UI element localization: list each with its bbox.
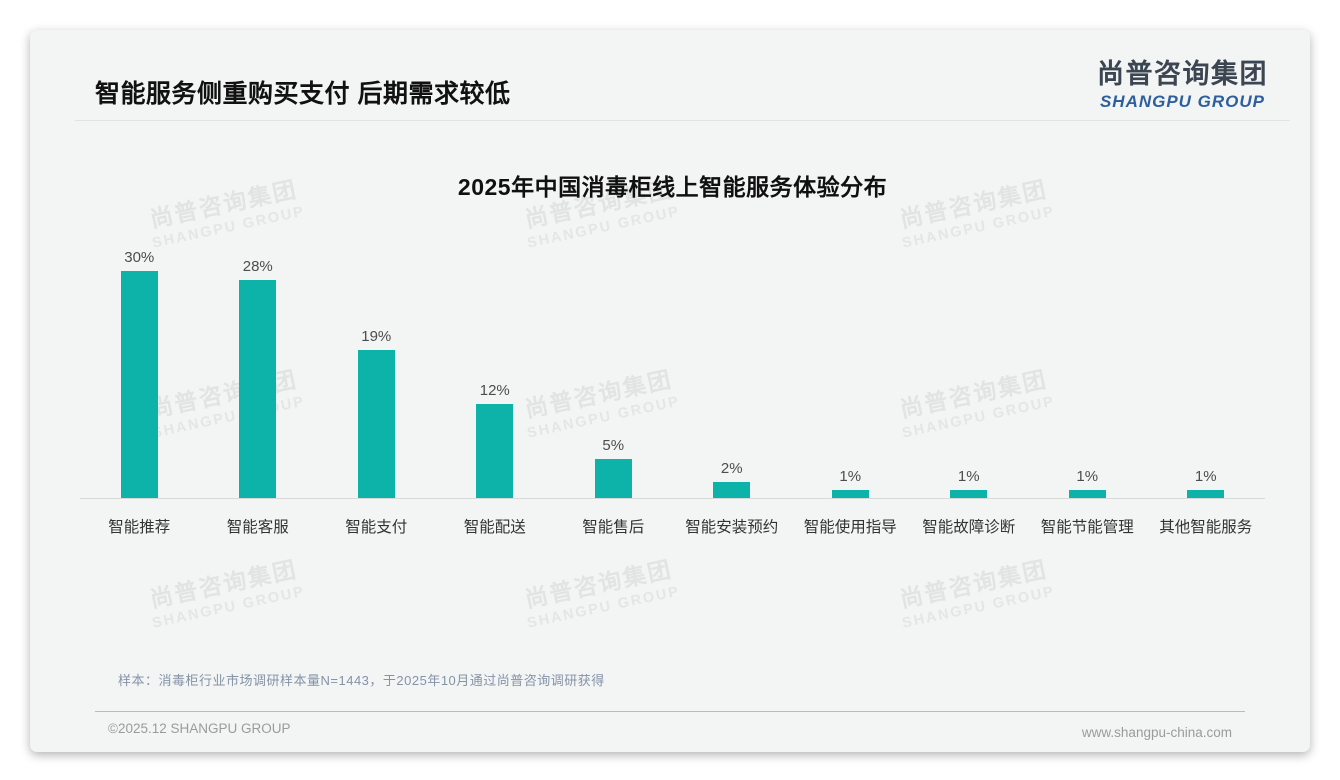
- bar-slot: 19%: [317, 249, 436, 498]
- bar-slot: 30%: [80, 249, 199, 498]
- bar: [1187, 490, 1225, 498]
- sample-note: 样本：消毒柜行业市场调研样本量N=1443，于2025年10月通过尚普咨询调研获…: [118, 673, 605, 688]
- category-label: 智能配送: [463, 519, 526, 536]
- category-label: 智能安装预约: [685, 519, 779, 536]
- category-label: 智能支付: [345, 519, 408, 536]
- watermark-english-text: SHANGPU GROUP: [525, 583, 682, 632]
- bar-value-label: 2%: [720, 460, 743, 477]
- bar-slot: 1%: [1147, 249, 1266, 498]
- page-title: 智能服务侧重购买支付 后期需求较低: [95, 80, 511, 108]
- bar-slot: 1%: [1028, 249, 1147, 498]
- watermark-english-text: SHANGPU GROUP: [150, 583, 307, 632]
- watermark-chinese-text: 尚普咨询集团: [522, 555, 675, 613]
- bar-value-label: 12%: [479, 382, 510, 399]
- bar-value-label: 1%: [839, 468, 862, 485]
- watermark: 尚普咨询集团 SHANGPU GROUP: [882, 547, 1069, 634]
- bar-slot: 2%: [673, 249, 792, 498]
- bar: [831, 490, 869, 498]
- slide-card: 尚普咨询集团 SHANGPU GROUP 尚普咨询集团 SHANGPU GROUP 尚普…: [30, 30, 1310, 752]
- bar-value-label: 1%: [957, 468, 980, 485]
- bar: [239, 280, 277, 498]
- bar-slot: 1%: [791, 249, 910, 498]
- bar-value-label: 1%: [1194, 468, 1217, 485]
- bar: [476, 404, 514, 498]
- bar-value-label: 19%: [361, 328, 392, 345]
- category-label: 智能使用指导: [803, 519, 897, 536]
- watermark-chinese-text: 尚普咨询集团: [147, 555, 300, 613]
- bar: [950, 490, 988, 498]
- bar-chart: 2025年中国消毒柜线上智能服务体验分布 30% 28% 19% 12% 5% 2% 1% 1…: [80, 168, 1265, 537]
- bar: [1068, 490, 1106, 498]
- category-label: 智能节能管理: [1040, 519, 1134, 536]
- bar-slot: 1%: [910, 249, 1029, 498]
- category-label: 智能故障诊断: [922, 519, 1016, 536]
- chart-category-axis: 智能推荐 智能客服 智能支付 智能配送 智能售后 智能安装预约 智能使用指导 智能故障诊断 智能…: [80, 515, 1265, 537]
- category-label: 智能客服: [226, 519, 289, 536]
- bar: [120, 271, 158, 498]
- bar-slot: 28%: [199, 249, 318, 498]
- bar-value-label: 28%: [242, 258, 273, 275]
- bar-value-label: 30%: [124, 249, 155, 266]
- copyright-text: ©2025.12 SHANGPU GROUP: [108, 721, 291, 736]
- company-logo: 尚普咨询集团 SHANGPU GROUP: [1097, 52, 1268, 112]
- category-label: 智能售后: [582, 519, 645, 536]
- chart-title: 2025年中国消毒柜线上智能服务体验分布: [457, 174, 888, 200]
- header-divider: [75, 120, 1290, 121]
- watermark-chinese-text: 尚普咨询集团: [897, 555, 1050, 613]
- website-url: www.shangpu-china.com: [1081, 725, 1232, 740]
- chart-plot-area: 30% 28% 19% 12% 5% 2% 1% 1% 1% 1%: [80, 249, 1265, 499]
- logo-chinese-text: 尚普咨询集团: [1097, 59, 1268, 89]
- category-label: 其他智能服务: [1159, 519, 1253, 536]
- category-label: 智能推荐: [108, 519, 171, 536]
- bar: [713, 482, 751, 498]
- bar: [594, 459, 632, 498]
- logo-english-text: SHANGPU GROUP: [1099, 92, 1266, 111]
- bar-value-label: 5%: [602, 437, 625, 454]
- watermark: 尚普咨询集团 SHANGPU GROUP: [507, 547, 694, 634]
- bar-value-label: 1%: [1076, 468, 1099, 485]
- bar: [357, 350, 395, 498]
- watermark-english-text: SHANGPU GROUP: [900, 583, 1057, 632]
- bar-slot: 12%: [436, 249, 555, 498]
- watermark: 尚普咨询集团 SHANGPU GROUP: [132, 547, 319, 634]
- bar-slot: 5%: [554, 249, 673, 498]
- footer-divider: [95, 711, 1245, 712]
